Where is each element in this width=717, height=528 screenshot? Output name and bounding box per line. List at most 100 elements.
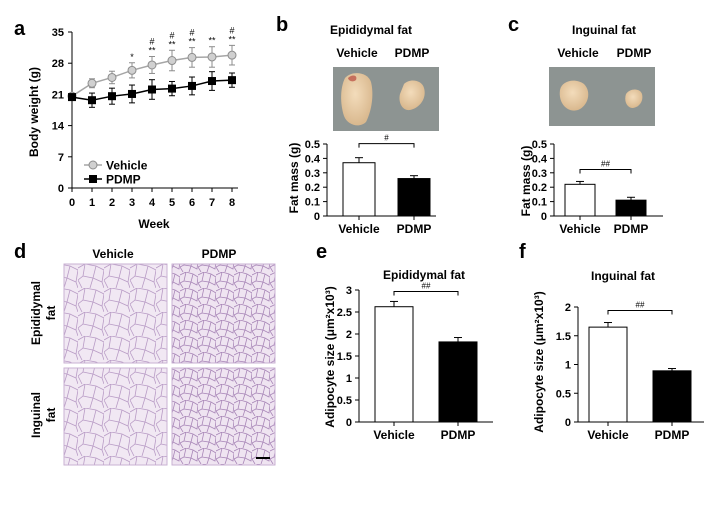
b-ytick-label: 0.2 (305, 182, 320, 194)
a-xtick-label: 0 (69, 197, 75, 209)
e-ylabel: Adipocyte size (μm²x10³) (323, 286, 337, 427)
a-point-vehicle (127, 65, 137, 75)
e-category-label: PDMP (441, 428, 476, 442)
panel-letter-a: a (14, 18, 26, 40)
a-ytick-label: 0 (58, 183, 64, 195)
a-xlabel: Week (138, 217, 169, 231)
d-row-inguinal-line2: fat (44, 408, 58, 423)
f-ytick-label: 0.5 (556, 388, 571, 400)
a-ylabel: Body weight (g) (27, 67, 41, 157)
c-photo-label-pdmp: PDMP (617, 46, 652, 60)
c-ytick-label: 0.5 (532, 139, 547, 151)
panel-letter-b: b (276, 14, 288, 36)
b-significance-label: # (384, 134, 389, 143)
a-ytick-label: 14 (52, 121, 65, 133)
f-ytick-label: 0 (565, 417, 571, 429)
panel-letter-e: e (316, 241, 327, 263)
a-point-vehicle (207, 52, 217, 62)
a-significance-star: ** (208, 36, 216, 46)
a-xtick-label: 3 (129, 197, 135, 209)
e-significance-label: ## (422, 281, 431, 290)
b-photo-label-pdmp: PDMP (395, 46, 430, 60)
e-ytick-label: 1.5 (337, 351, 352, 363)
e-ytick-label: 1 (346, 373, 352, 385)
b-ylabel: Fat mass (g) (287, 143, 301, 214)
c-category-label: PDMP (614, 222, 649, 236)
a-point-pdmp (128, 89, 136, 98)
a-xtick-label: 1 (89, 197, 95, 209)
b-category-label: PDMP (397, 222, 432, 236)
legend-vehicle-marker (88, 160, 98, 170)
e-ytick-label: 0.5 (337, 395, 352, 407)
b-ytick-label: 0 (314, 211, 320, 223)
c-title: Inguinal fat (572, 23, 636, 37)
histology-inguinal-vehicle (63, 367, 168, 466)
a-point-pdmp (188, 81, 196, 90)
f-ytick-label: 1.5 (556, 331, 571, 343)
panel-letter-f: f (519, 241, 526, 263)
a-xtick-label: 2 (109, 197, 115, 209)
a-significance-star: ** (148, 46, 156, 56)
a-ytick-label: 28 (52, 58, 64, 70)
b-photo-label-vehicle: Vehicle (336, 46, 378, 60)
a-point-pdmp (208, 77, 216, 86)
f-category-label: Vehicle (587, 428, 629, 442)
f-significance-bracket (607, 310, 673, 315)
c-ytick-label: 0 (541, 211, 547, 223)
a-ytick-label: 7 (58, 152, 64, 164)
b-ytick-label: 0.4 (305, 153, 321, 165)
c-bar-vehicle (564, 183, 596, 217)
f-significance-label: ## (636, 301, 645, 310)
e-ytick-label: 2 (346, 329, 352, 341)
panel-e-epididymal-adipocyte-size: Epididymal fat 0 0.5 1 1.5 2 2.5 3 Vehicle PDMP #… (323, 268, 493, 442)
a-point-vehicle (107, 72, 117, 82)
b-bar-vehicle (342, 162, 376, 217)
b-fat-photo (333, 67, 439, 131)
f-bar-vehicle (588, 326, 628, 423)
a-point-vehicle (167, 56, 177, 66)
f-ytick-label: 2 (565, 302, 571, 314)
c-ytick-label: 0.2 (532, 182, 547, 194)
legend-pdmp-marker (89, 175, 97, 183)
e-title: Epididymal fat (383, 268, 465, 282)
a-significance-hash: # (189, 28, 194, 38)
panel-d-histology: Vehicle PDMP Epididymal fat Inguinal fat (29, 247, 276, 466)
panel-c-inguinal-fat-mass: Inguinal fat Vehicle PDMP 0 0.1 0.2 0.3 0.4 0… (519, 23, 663, 236)
c-significance-bracket (579, 168, 632, 174)
d-row-epididymal-line1: Epididymal (29, 281, 43, 345)
e-category-label: Vehicle (373, 428, 415, 442)
d-col-pdmp: PDMP (202, 247, 237, 261)
a-point-pdmp (68, 93, 76, 102)
a-point-pdmp (108, 92, 116, 101)
a-significance-star: * (130, 52, 134, 62)
panel-f-inguinal-adipocyte-size: Inguinal fat 0 0.5 1 1.5 2 Vehicle PDMP ## Adip… (532, 269, 704, 442)
histology-inguinal-pdmp (171, 367, 276, 466)
panel-letter-c: c (508, 14, 519, 36)
a-ytick-label: 35 (52, 27, 64, 39)
c-category-label: Vehicle (559, 222, 601, 236)
a-point-vehicle (147, 60, 157, 70)
c-bar-pdmp (615, 199, 647, 217)
f-ylabel: Adipocyte size (μm²x10³) (532, 291, 546, 432)
e-bar-vehicle (374, 306, 414, 423)
c-ylabel: Fat mass (g) (519, 146, 533, 217)
a-xtick-label: 4 (149, 197, 156, 209)
a-point-vehicle (187, 52, 197, 62)
a-significance-hash: # (149, 37, 154, 47)
a-point-pdmp (168, 84, 176, 93)
c-ytick-label: 0.3 (532, 168, 547, 180)
a-significance-hash: # (229, 25, 234, 35)
e-ytick-label: 0 (346, 417, 352, 429)
f-ytick-label: 1 (565, 360, 571, 372)
b-category-label: Vehicle (338, 222, 380, 236)
c-ytick-label: 0.4 (532, 153, 548, 165)
d-col-vehicle: Vehicle (92, 247, 134, 261)
histology-epididymal-vehicle (63, 263, 168, 364)
c-ytick-label: 0.1 (532, 197, 547, 209)
a-point-vehicle (87, 78, 97, 88)
f-title: Inguinal fat (591, 269, 655, 283)
b-title: Epididymal fat (330, 23, 412, 37)
a-significance-star: ** (228, 34, 236, 44)
a-point-pdmp (228, 76, 236, 85)
